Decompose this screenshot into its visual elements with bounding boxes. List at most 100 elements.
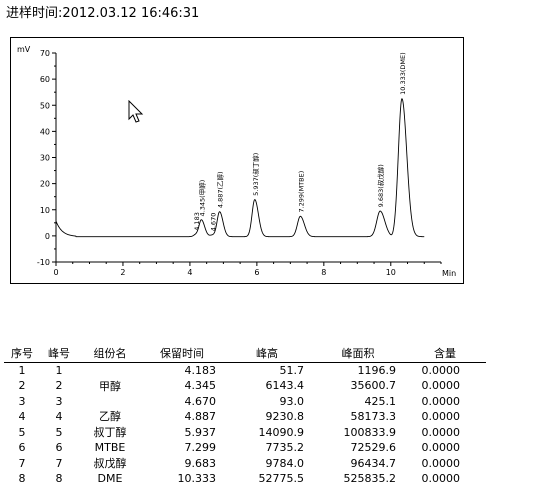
table-row: 8 8 DME 10.333 52775.5 525835.2 0.0000 (4, 471, 486, 486)
table-cell: 51.7 (279, 363, 305, 377)
table-cell: 525835.2 (343, 471, 397, 485)
table-cell: 0.0000 (421, 456, 461, 470)
peak-label: 7.299(MTBE) (297, 171, 305, 213)
y-tick-label: 70 (40, 49, 50, 58)
table-row: 5 5 叔丁醇 5.937 14090.9 100833.9 0.0000 (4, 424, 486, 440)
table-cell: 7735.2 (265, 441, 305, 455)
table-cell: 0.0000 (421, 379, 461, 393)
table-cell: 4.183 (184, 363, 217, 377)
table-cell: 叔戊醇 (93, 457, 127, 471)
x-tick-label: 6 (254, 268, 259, 277)
y-tick-label: 10 (40, 206, 50, 215)
table-cell: 96434.7 (350, 456, 397, 470)
y-tick-label: 40 (40, 127, 50, 136)
mouse-pointer-icon (128, 100, 144, 123)
table-cell: 0.0000 (421, 394, 461, 408)
y-axis-label: mV (17, 45, 31, 54)
table-cell: 1196.9 (357, 363, 397, 377)
peak-label: 9.683(叔戊醇) (376, 164, 385, 207)
table-cell: 0.0000 (421, 363, 461, 377)
y-tick-label: 20 (40, 180, 50, 189)
chromatogram-trace (55, 98, 425, 238)
chromatogram-frame (10, 37, 464, 284)
peak-label: 4.183 (193, 212, 201, 231)
col-header-peak-area: 峰面积 (312, 344, 404, 363)
x-axis-label: Min (442, 269, 456, 278)
results-header-row: 序号 峰号 组份名 保留时间 峰高 峰面积 含量 (4, 344, 486, 363)
table-cell: 5 (18, 425, 26, 439)
table-cell: 3 (18, 394, 26, 408)
table-row: 1 1 4.183 51.7 1196.9 0.0000 (4, 363, 486, 378)
table-cell: 93.0 (279, 394, 305, 408)
table-row: 3 3 4.670 93.0 425.1 0.0000 (4, 394, 486, 409)
table-cell: 1 (55, 363, 63, 377)
y-tick-label: 60 (40, 75, 50, 84)
peak-label: 10.333(DME) (399, 52, 407, 95)
results-table: 序号 峰号 组份名 保留时间 峰高 峰面积 含量 1 1 4.183 51.7 1196… (4, 344, 486, 486)
table-cell: 10.333 (177, 471, 217, 485)
y-tick-label: -10 (37, 258, 50, 267)
inject-time: 进样时间:2012.03.12 16:46:31 (6, 6, 200, 21)
table-cell: 4.670 (184, 394, 217, 408)
table-cell: 72529.6 (350, 441, 397, 455)
table-cell: 7.299 (184, 441, 217, 455)
peak-label: 4.887(乙醇) (216, 171, 225, 208)
table-cell: 5.937 (184, 425, 217, 439)
table-cell: 2 (55, 379, 63, 393)
table-cell: 2 (18, 379, 26, 393)
col-header-index: 序号 (4, 344, 40, 363)
table-cell: 52775.5 (258, 471, 305, 485)
table-cell: 58173.3 (350, 409, 397, 423)
table-cell: 8 (55, 471, 63, 485)
table-cell: 乙醇 (99, 410, 121, 424)
table-cell: 甲醇 (99, 379, 121, 393)
table-cell (78, 394, 142, 409)
table-cell: 0.0000 (421, 441, 461, 455)
table-cell: 4.887 (184, 409, 217, 423)
x-tick-label: 10 (386, 268, 396, 277)
table-cell (78, 363, 142, 378)
table-cell: 3 (55, 394, 63, 408)
table-cell: 8 (18, 471, 26, 485)
table-cell: 0.0000 (421, 471, 461, 485)
table-cell: 35600.7 (350, 379, 397, 393)
x-tick-label: 0 (53, 268, 58, 277)
table-cell: MTBE (94, 441, 126, 455)
table-cell: 0.0000 (421, 425, 461, 439)
table-row: 4 4 乙醇 4.887 9230.8 58173.3 0.0000 (4, 408, 486, 424)
table-row: 6 6 MTBE 7.299 7735.2 72529.6 0.0000 (4, 440, 486, 455)
col-header-retention-time: 保留时间 (142, 344, 222, 363)
y-tick-label: 50 (40, 101, 50, 110)
table-cell: 9230.8 (265, 409, 305, 423)
table-row: 7 7 叔戊醇 9.683 9784.0 96434.7 0.0000 (4, 455, 486, 471)
table-cell: 6 (18, 441, 26, 455)
peak-label: 5.937(叔丁醇) (251, 153, 260, 196)
y-tick-label: 0 (45, 232, 50, 241)
peak-label: 4.670 (209, 213, 217, 232)
table-cell: 7 (18, 456, 26, 470)
peak-label: 4.345(甲醇) (198, 180, 207, 217)
y-tick-label: 30 (40, 154, 50, 163)
table-cell: 5 (55, 425, 63, 439)
table-cell: 4 (55, 409, 63, 423)
table-cell: DME (97, 471, 123, 485)
col-header-content: 含量 (404, 344, 486, 363)
table-cell: 0.0000 (421, 409, 461, 423)
table-cell: 6143.4 (265, 379, 305, 393)
table-row: 2 2 甲醇 4.345 6143.4 35600.7 0.0000 (4, 378, 486, 394)
x-tick-label: 2 (120, 268, 125, 277)
table-cell: 100833.9 (343, 425, 397, 439)
col-header-peak-height: 峰高 (222, 344, 312, 363)
col-header-peak-no: 峰号 (40, 344, 78, 363)
table-cell: 4 (18, 409, 26, 423)
table-cell: 4.345 (184, 379, 217, 393)
table-cell: 7 (55, 456, 63, 470)
x-tick-label: 4 (187, 268, 192, 277)
table-cell: 14090.9 (258, 425, 305, 439)
x-tick-label: 8 (321, 268, 326, 277)
table-cell: 9784.0 (265, 456, 305, 470)
table-cell: 425.1 (364, 394, 397, 408)
table-cell: 1 (18, 363, 26, 377)
col-header-component: 组份名 (78, 344, 142, 363)
